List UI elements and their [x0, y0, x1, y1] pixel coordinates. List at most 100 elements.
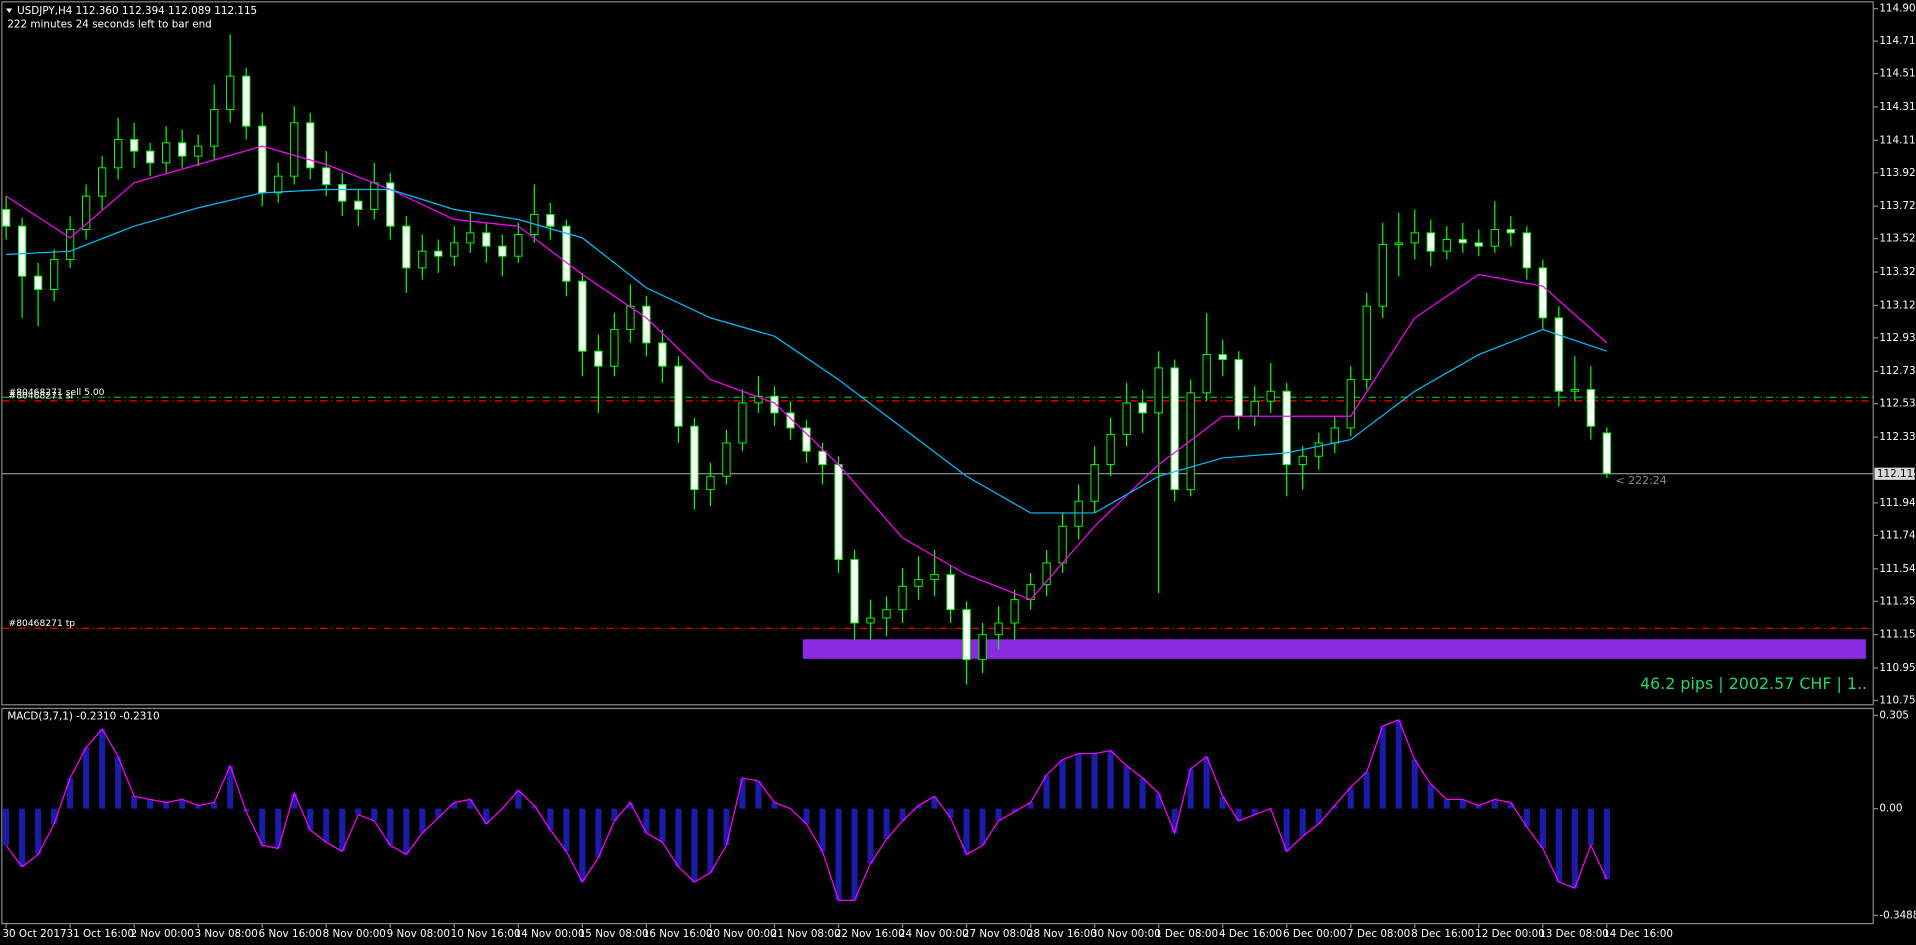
y-tick-label: 112.730	[1879, 365, 1916, 377]
y-tick-label: 114.905	[1879, 3, 1916, 15]
candle-body	[562, 225, 571, 282]
macd-panel-frame	[1, 707, 1874, 925]
macd-bar	[1427, 784, 1434, 809]
macd-bar	[1043, 774, 1050, 809]
candle-body	[850, 559, 859, 624]
macd-bar	[147, 799, 154, 809]
x-tick-label: 14 Dec 16:00	[1603, 928, 1673, 940]
macd-bar	[83, 747, 90, 809]
candle-body	[33, 275, 43, 291]
macd-bar	[1059, 759, 1066, 809]
y-tick-label: 110.950	[1879, 662, 1916, 674]
candle-body	[114, 138, 123, 169]
macd-bar	[1395, 719, 1402, 809]
x-tick-label: 12 Dec 00:00	[1475, 928, 1545, 940]
candle-body	[1570, 389, 1579, 392]
y-tick-label: 113.125	[1879, 299, 1916, 311]
candle-body	[1234, 359, 1243, 417]
macd-bar	[1123, 765, 1130, 809]
macd-bar	[1507, 802, 1514, 809]
x-tick-label: 21 Nov 08:00	[771, 928, 841, 940]
macd-bar	[771, 802, 778, 809]
candle-body	[194, 145, 203, 157]
y-tick-label: 111.150	[1879, 629, 1916, 641]
candle-body	[1522, 232, 1531, 269]
current-price-label: 112.115	[1877, 468, 1916, 480]
candle-body	[626, 305, 635, 331]
candle-body	[802, 427, 811, 452]
macd-bar	[467, 799, 474, 809]
chart-subtitle: 222 minutes 24 seconds left to bar end	[7, 18, 211, 30]
y-tick-label: 113.920	[1879, 167, 1916, 179]
candle-body	[418, 250, 427, 269]
y-tick-label: 111.745	[1879, 529, 1916, 541]
candle-body	[898, 585, 907, 611]
macd-bar	[867, 808, 874, 864]
macd-bar	[1091, 753, 1098, 809]
macd-bar	[1283, 808, 1290, 852]
candle-body	[226, 75, 235, 110]
candle-body	[1250, 400, 1259, 417]
macd-bar	[1443, 799, 1450, 809]
chart-title: USDJPY,H4 112.360 112.394 112.089 112.11…	[17, 5, 257, 17]
candle-body	[1282, 390, 1291, 466]
macd-bar	[115, 756, 122, 809]
main-panel-frame	[1, 1, 1874, 706]
candle-body	[754, 395, 763, 404]
candle-body	[866, 617, 875, 624]
candle-body	[482, 232, 491, 247]
y-tick-label: 112.930	[1879, 332, 1916, 344]
macd-bar	[1411, 759, 1418, 809]
x-tick-label: 14 Nov 00:00	[515, 928, 585, 940]
candle-body	[1554, 317, 1563, 392]
macd-bar	[835, 808, 842, 901]
target-zone	[802, 639, 1866, 659]
y-tick-label: -0.3488	[1879, 909, 1916, 921]
macd-bar	[227, 765, 234, 809]
y-tick-label: 0.305	[1879, 709, 1909, 721]
candle-body	[498, 245, 507, 257]
candle-body	[1538, 267, 1547, 319]
moving-average	[5, 145, 1608, 601]
candle-body	[1346, 379, 1355, 429]
x-tick-label: 9 Nov 08:00	[387, 928, 450, 940]
macd-bar	[1539, 808, 1546, 849]
macd-bar	[627, 802, 634, 809]
macd-bar	[371, 808, 378, 821]
candle-body	[1154, 367, 1163, 414]
macd-bar	[579, 808, 586, 883]
x-tick-label: 24 Nov 00:00	[899, 928, 969, 940]
macd-bar	[339, 808, 346, 852]
x-tick-label: 30 Nov 00:00	[1091, 928, 1161, 940]
macd-bar	[1379, 726, 1386, 809]
candle-body	[242, 75, 251, 127]
macd-bar	[1555, 808, 1562, 883]
macd-bar	[851, 808, 858, 901]
macd-bar	[163, 802, 170, 809]
candle-body	[946, 574, 955, 611]
x-tick-label: 15 Nov 08:00	[579, 928, 649, 940]
macd-bar	[1603, 808, 1610, 880]
macd-title: MACD(3,7,1) -0.2310 -0.2310	[7, 710, 159, 722]
candle-body	[1506, 229, 1515, 234]
macd-bar	[1171, 808, 1178, 834]
candle-body	[1426, 232, 1435, 252]
candle-body	[1458, 239, 1467, 244]
macd-bar	[659, 808, 666, 843]
macd-bar	[1523, 808, 1530, 827]
macd-bar	[291, 793, 298, 809]
macd-bar	[883, 808, 890, 840]
y-tick-label: 111.545	[1879, 563, 1916, 575]
candle-body	[882, 609, 891, 619]
candle-body	[1138, 402, 1147, 414]
candle-body	[514, 234, 523, 257]
candle-body	[1106, 434, 1115, 466]
macd-bar	[211, 802, 218, 809]
candle-body	[1330, 427, 1339, 444]
x-tick-label: 30 Oct 2017	[2, 928, 66, 940]
macd-bar	[1459, 799, 1466, 809]
candle-body	[594, 350, 603, 367]
candle-body	[17, 225, 27, 277]
